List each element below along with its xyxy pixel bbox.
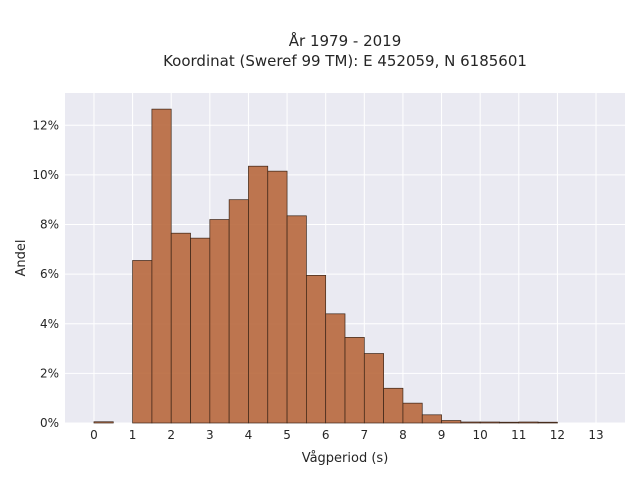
histogram-bar xyxy=(286,215,307,424)
x-tick-label: 2 xyxy=(167,428,175,442)
y-tick-label: 12% xyxy=(32,118,59,132)
histogram-bar xyxy=(344,337,365,424)
histogram-bar xyxy=(228,199,249,424)
histogram-bar xyxy=(402,402,423,424)
x-tick-label: 11 xyxy=(511,428,526,442)
x-tick-label: 13 xyxy=(588,428,603,442)
x-tick-label: 8 xyxy=(399,428,407,442)
y-tick-label: 10% xyxy=(32,168,59,182)
y-tick-label: 2% xyxy=(40,366,59,380)
x-tick-label: 10 xyxy=(473,428,488,442)
histogram-bar xyxy=(151,108,172,424)
x-tick-label: 7 xyxy=(360,428,368,442)
histogram-bar xyxy=(460,421,481,424)
histogram-bar xyxy=(479,421,500,424)
y-tick-label: 6% xyxy=(40,267,59,281)
histogram-bar xyxy=(306,275,327,424)
histogram-bar xyxy=(209,219,230,424)
y-axis-label: Andel xyxy=(14,240,29,277)
histogram-bar xyxy=(325,313,346,424)
x-tick-label: 6 xyxy=(322,428,330,442)
histogram-bar xyxy=(383,387,404,424)
x-tick-label: 4 xyxy=(245,428,253,442)
histogram-bar xyxy=(363,353,384,424)
x-tick-label: 1 xyxy=(129,428,137,442)
x-tick-label: 9 xyxy=(438,428,446,442)
x-tick-labels: 0 1 2 3 4 5 6 7 8 9 10 11 12 13 xyxy=(90,428,604,442)
histogram-bar xyxy=(93,421,114,424)
histogram-bar xyxy=(518,421,539,424)
bars xyxy=(93,108,558,424)
y-tick-label: 8% xyxy=(40,218,59,232)
histogram-bar xyxy=(421,414,442,424)
histogram-bar xyxy=(499,421,520,424)
chart-title-line-1: År 1979 - 2019 xyxy=(289,31,402,50)
histogram-bar xyxy=(248,165,269,424)
x-axis-label: Vågperiod (s) xyxy=(302,451,389,466)
histogram-bar xyxy=(170,232,191,424)
x-tick-label: 5 xyxy=(283,428,291,442)
y-tick-label: 4% xyxy=(40,317,59,331)
histogram-bar xyxy=(537,421,558,424)
y-tick-label: 0% xyxy=(40,416,59,430)
chart-title-line-2: Koordinat (Sweref 99 TM): E 452059, N 61… xyxy=(163,52,527,70)
histogram-bar xyxy=(267,170,288,424)
histogram-bar xyxy=(190,237,211,424)
x-tick-label: 12 xyxy=(550,428,565,442)
y-tick-labels: 0% 2% 4% 6% 8% 10% 12% xyxy=(32,118,59,430)
x-tick-label: 3 xyxy=(206,428,214,442)
x-tick-label: 0 xyxy=(90,428,98,442)
histogram-bar xyxy=(441,420,462,424)
histogram-bar xyxy=(132,260,153,424)
